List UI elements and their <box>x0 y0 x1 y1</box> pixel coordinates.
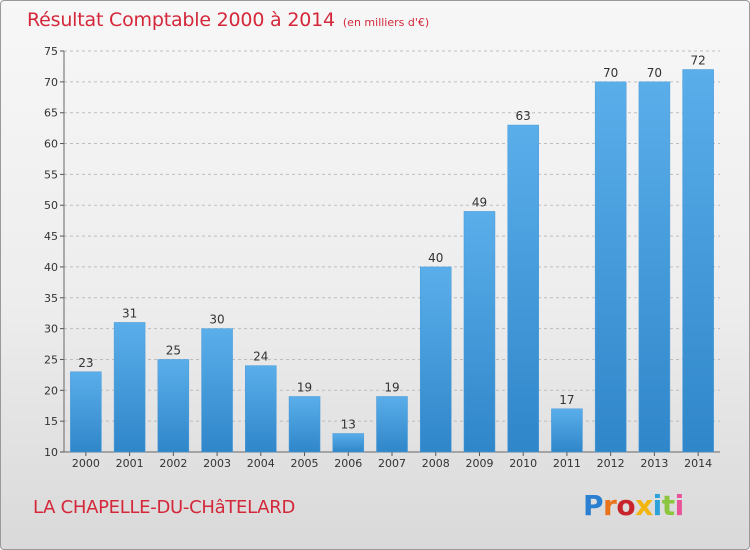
bar <box>594 81 627 453</box>
x-tick-label: 2000 <box>72 457 100 470</box>
y-tick-label: 45 <box>44 230 58 243</box>
bar <box>551 408 583 453</box>
y-tick-label: 60 <box>44 138 58 151</box>
proxiti-logo: Proxiti <box>583 489 684 522</box>
bar <box>332 433 365 453</box>
logo-letter: i <box>652 489 663 522</box>
bar <box>638 81 671 453</box>
chart-title-text: Résultat Comptable 2000 à 2014 <box>27 9 335 31</box>
y-tick-label: 35 <box>44 292 58 305</box>
bar <box>288 396 321 453</box>
x-tick-label: 2004 <box>247 457 275 470</box>
bar <box>245 365 277 453</box>
y-tick-label: 70 <box>44 76 58 89</box>
x-tick-label: 2006 <box>334 457 362 470</box>
y-tick-label: 10 <box>44 446 58 459</box>
bar-value-label: 24 <box>253 350 268 364</box>
x-tick-label: 2001 <box>116 457 144 470</box>
logo-letter: x <box>635 489 653 522</box>
x-tick-label: 2008 <box>422 457 450 470</box>
x-tick-label: 2010 <box>509 457 537 470</box>
bar <box>419 266 452 453</box>
bar-value-label: 19 <box>297 380 312 394</box>
bar-value-label: 63 <box>516 109 531 123</box>
y-tick-label: 65 <box>44 107 58 120</box>
axis-layer: 10 15 20 25 30 35 40 45 50 55 60 65 70 75 2000 2001 2002… <box>44 45 720 470</box>
bar <box>70 371 102 453</box>
x-tick-label: 2011 <box>553 457 581 470</box>
bar-value-label: 49 <box>472 195 487 209</box>
bar-value-label: 13 <box>341 417 356 431</box>
bar-value-label: 70 <box>647 66 662 80</box>
x-tick-label: 2003 <box>203 457 231 470</box>
x-tick-label: 2007 <box>378 457 406 470</box>
logo-letter: P <box>583 489 604 522</box>
logo-letter: t <box>661 489 675 522</box>
bar <box>682 69 714 453</box>
bar-value-label: 70 <box>603 66 618 80</box>
logo-letter: i <box>674 489 685 522</box>
bar <box>201 328 233 453</box>
chart-title: Résultat Comptable 2000 à 2014 (en millie… <box>27 9 429 31</box>
bar <box>376 396 408 453</box>
bar-layer: 23 31 25 30 24 19 13 19 40 49 63 17 70 70 72 <box>70 54 714 453</box>
y-tick-label: 25 <box>44 353 58 366</box>
bar <box>463 211 496 453</box>
bar <box>113 322 146 453</box>
x-tick-label: 2002 <box>159 457 187 470</box>
x-tick-label: 2005 <box>291 457 319 470</box>
x-tick-label: 2012 <box>597 457 625 470</box>
x-tick-label: 2009 <box>465 457 493 470</box>
bar-value-label: 72 <box>690 54 705 68</box>
y-tick-label: 20 <box>44 384 58 397</box>
bar-value-label: 17 <box>559 393 574 407</box>
bar-value-label: 25 <box>166 343 181 357</box>
commune-name: LA CHAPELLE-DU-CHâTELARD <box>33 497 296 518</box>
y-tick-label: 15 <box>44 415 58 428</box>
y-tick-label: 55 <box>44 168 58 181</box>
bar-value-label: 40 <box>428 251 443 265</box>
bar <box>157 359 190 453</box>
bar-value-label: 23 <box>78 356 93 370</box>
chart-unit: (en milliers d'€) <box>342 16 430 29</box>
logo-letter: o <box>616 489 636 522</box>
x-tick-label: 2013 <box>640 457 668 470</box>
y-tick-label: 40 <box>44 261 58 274</box>
logo-letter: r <box>603 489 617 522</box>
bar-value-label: 31 <box>122 306 137 320</box>
bar <box>507 124 539 453</box>
y-tick-label: 75 <box>44 45 58 58</box>
bar-value-label: 30 <box>209 313 224 327</box>
bar-value-label: 19 <box>384 380 399 394</box>
x-tick-label: 2014 <box>684 457 712 470</box>
y-tick-label: 50 <box>44 199 58 212</box>
y-tick-label: 30 <box>44 323 58 336</box>
